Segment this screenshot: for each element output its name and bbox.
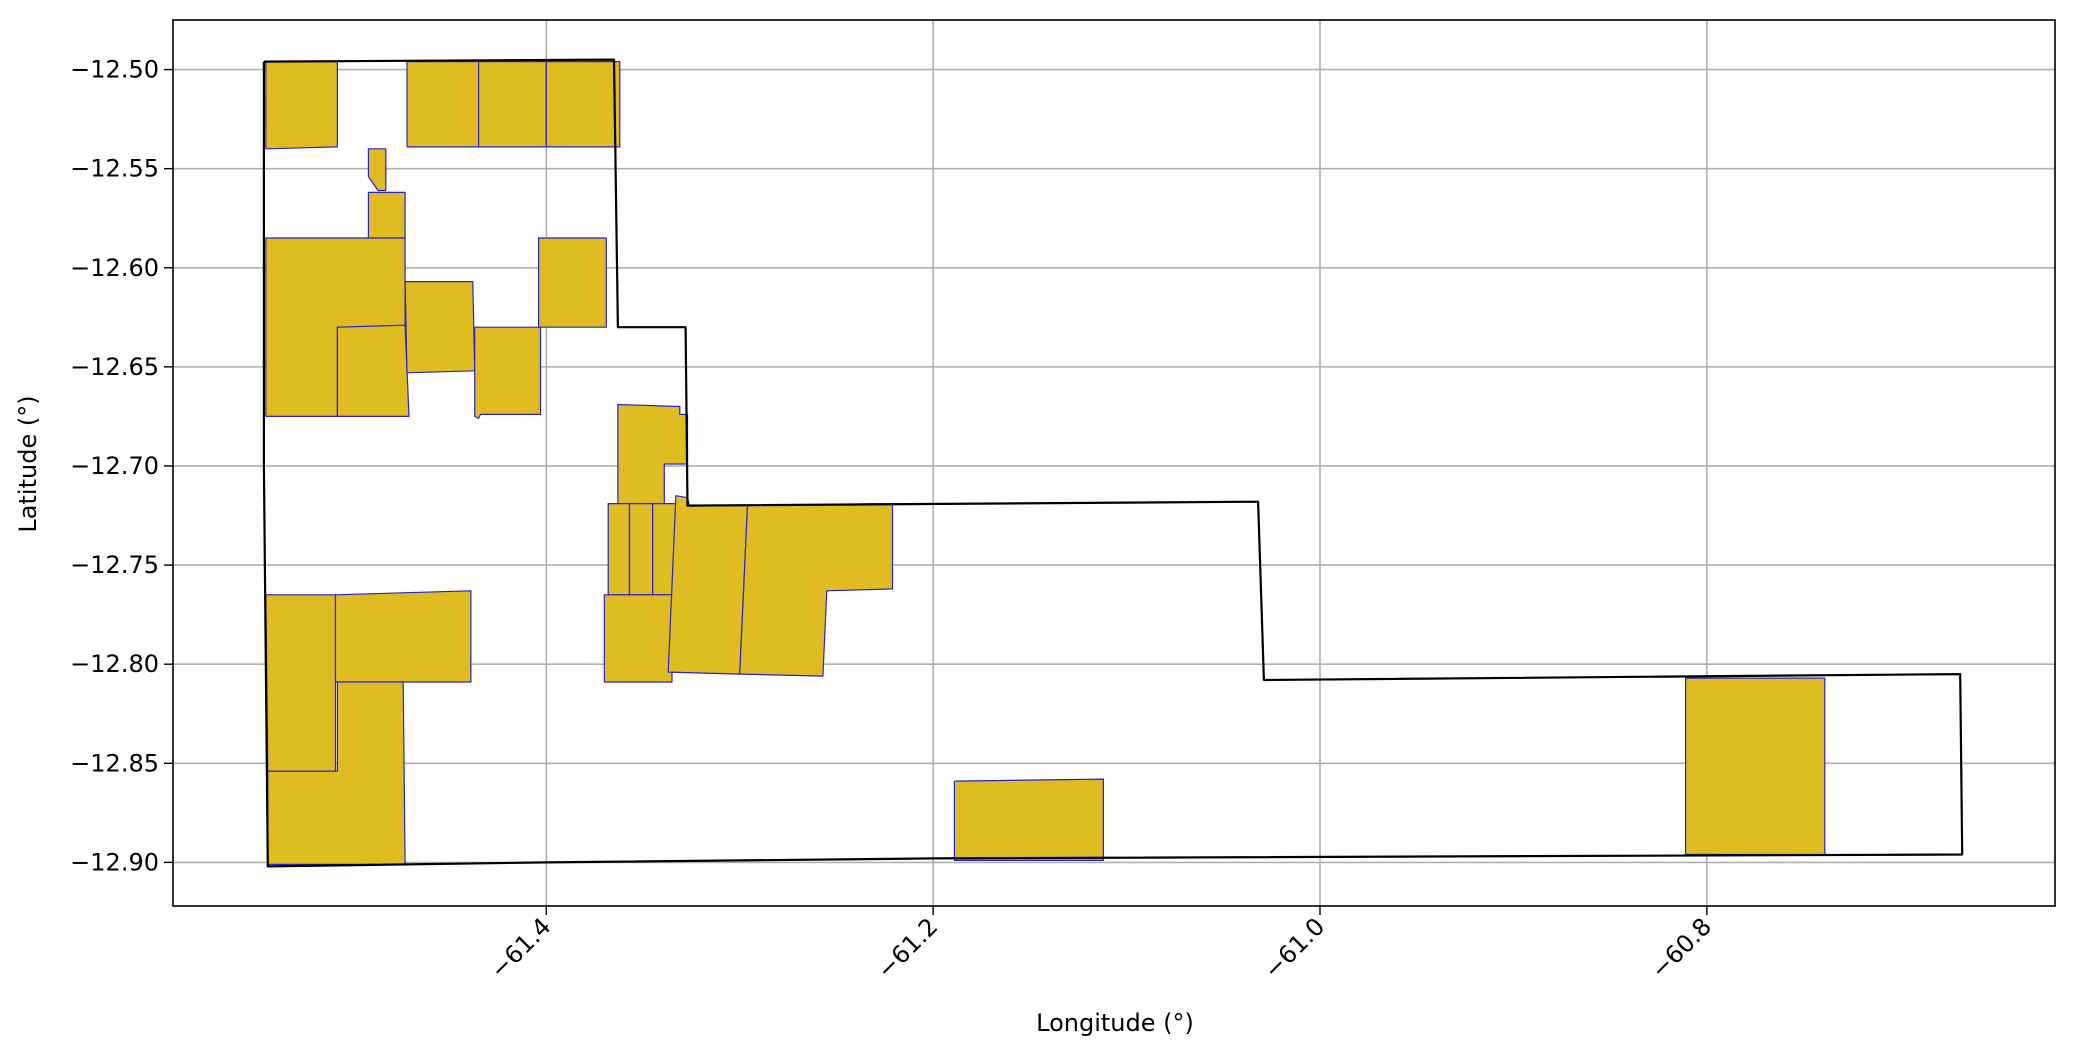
y-tick-label: −12.85 — [70, 749, 159, 777]
parcel-polygon — [628, 503, 654, 596]
parcel-polygon — [617, 403, 689, 505]
parcel-polygon — [367, 148, 387, 192]
y-tick-label: −12.90 — [70, 848, 159, 876]
boundary-layer — [262, 58, 1964, 868]
parcel-layer — [265, 60, 1826, 866]
parcel-polygon — [406, 60, 480, 148]
y-tick-label: −12.75 — [70, 551, 159, 579]
parcel-polygon — [404, 281, 476, 374]
parcel-polygon — [336, 324, 410, 417]
parcel-polygon — [545, 60, 621, 148]
parcel-polygon — [953, 778, 1105, 862]
y-tick-label: −12.60 — [70, 254, 159, 282]
y-tick-label: −12.80 — [70, 650, 159, 678]
x-tick-label: −60.8 — [1645, 912, 1717, 984]
x-tick-label: −61.2 — [872, 912, 944, 984]
parcel-polygon — [739, 503, 894, 677]
grid-lines — [173, 20, 2055, 906]
y-tick-label: −12.50 — [70, 56, 159, 84]
parcel-polygon — [367, 191, 406, 239]
y-tick-label: −12.70 — [70, 452, 159, 480]
x-axis-label: Longitude (°) — [1036, 1009, 1194, 1037]
parcel-polygon — [478, 60, 547, 148]
parcel-polygon — [607, 503, 631, 596]
y-tick-label: −12.65 — [70, 353, 159, 381]
boundary-outline — [262, 58, 1964, 868]
parcel-polygon — [1684, 677, 1826, 856]
plot-frame — [172, 19, 2056, 907]
x-axis-ticks: −61.4 −61.2 −61.0 −60.8 — [485, 906, 1717, 984]
y-axis-ticks: −12.50 −12.55 −12.60 −12.65 −12.70 −12.75 −12.… — [70, 56, 173, 876]
x-tick-label: −61.0 — [1258, 912, 1330, 984]
x-tick-label: −61.4 — [485, 912, 557, 984]
parcel-polygon — [334, 590, 472, 683]
parcel-polygon — [265, 60, 338, 150]
parcel-polygon — [474, 326, 542, 419]
parcel-polygon — [537, 237, 607, 328]
parcel-polygon — [603, 594, 673, 683]
y-tick-label: −12.55 — [70, 155, 159, 183]
parcel-polygon — [667, 495, 749, 675]
parcel-polygon — [265, 594, 337, 772]
y-axis-label: Latitude (°) — [14, 395, 42, 532]
